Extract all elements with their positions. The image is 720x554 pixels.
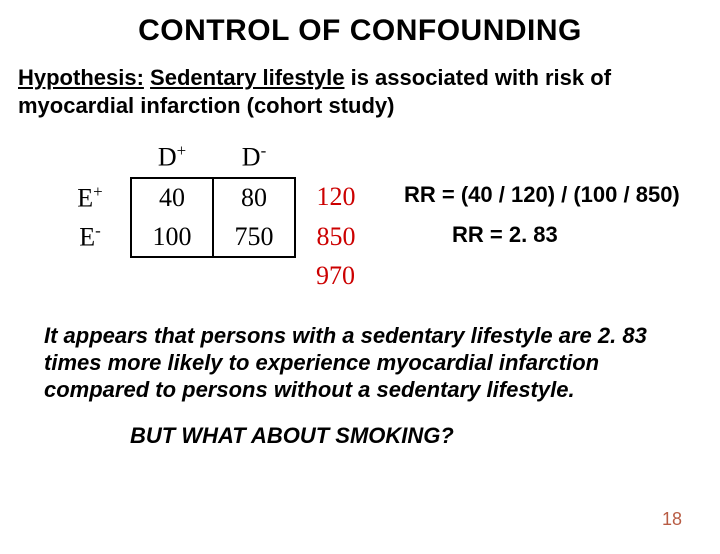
- mid-row: D+ D- E+ 40 80 120 E- 100 750 850 970: [0, 137, 720, 295]
- rr-block: RR = (40 / 120) / (100 / 850) RR = 2. 83: [404, 175, 680, 295]
- cell-c: 100: [131, 217, 213, 257]
- two-by-two-table: D+ D- E+ 40 80 120 E- 100 750 850 970: [50, 137, 376, 295]
- cell-a: 40: [131, 178, 213, 218]
- row2-total: 850: [295, 217, 376, 257]
- col-header-d-minus: D-: [213, 137, 295, 178]
- row-header-e-plus: E+: [50, 178, 131, 218]
- page-number: 18: [662, 509, 682, 530]
- blank-corner: [50, 137, 131, 178]
- cell-d: 750: [213, 217, 295, 257]
- hypothesis-exposure: Sedentary lifestyle: [150, 65, 344, 90]
- row1-total: 120: [295, 178, 376, 218]
- rr-result: RR = 2. 83: [452, 215, 680, 255]
- interpretation-text: It appears that persons with a sedentary…: [44, 323, 676, 403]
- grand-total: 970: [295, 257, 376, 295]
- cell-b: 80: [213, 178, 295, 218]
- blank-total-header: [295, 137, 376, 178]
- closing-question: BUT WHAT ABOUT SMOKING?: [130, 423, 720, 449]
- row-header-e-minus: E-: [50, 217, 131, 257]
- slide-title: CONTROL OF CONFOUNDING: [0, 14, 720, 48]
- col-header-d-plus: D+: [131, 137, 213, 178]
- hypothesis-line: Hypothesis: Sedentary lifestyle is assoc…: [18, 64, 702, 119]
- rr-formula: RR = (40 / 120) / (100 / 850): [404, 175, 680, 215]
- hypothesis-label: Hypothesis:: [18, 65, 144, 90]
